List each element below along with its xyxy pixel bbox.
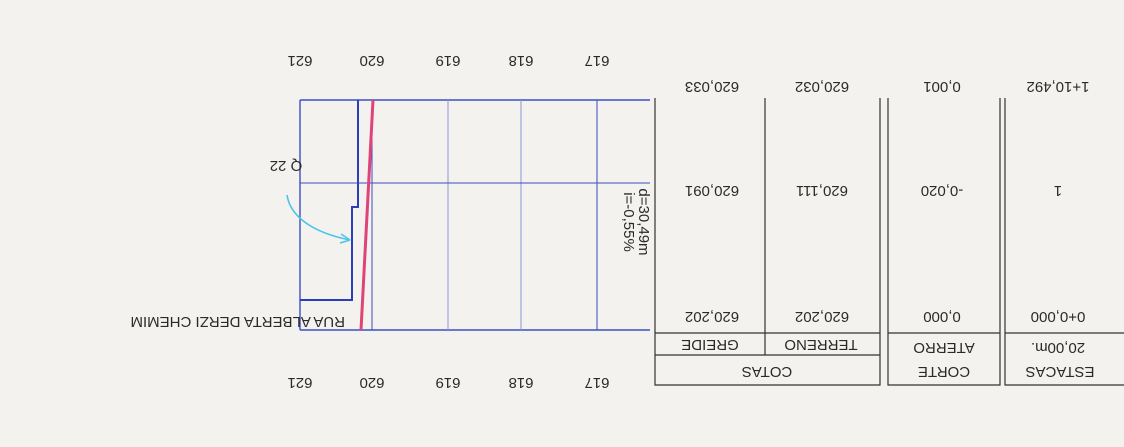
callout-arrow (286, 194, 351, 241)
table-cell: 620,033 (685, 78, 739, 95)
elevation-label: 618 (508, 52, 533, 69)
header: CORTE (918, 363, 970, 380)
table-cell: 620,111 (796, 182, 848, 199)
profile-frame (286, 99, 650, 331)
elevation-label: 617 (584, 374, 609, 391)
header: TERRENO (784, 336, 857, 353)
table-cell: 0,000 (923, 308, 961, 325)
slope-label: i=-0,55% (620, 192, 637, 252)
elevation-label: 621 (287, 52, 312, 69)
distance-label: d=30,49m (635, 188, 652, 255)
labels: 621 621 620 620 619 619 618 618 617 617 RUA ALBERT… (131, 52, 1095, 391)
table-frame (654, 98, 1124, 386)
table-cell: 620,032 (795, 78, 849, 95)
elevation-label: 617 (584, 52, 609, 69)
elevation-label: 620 (359, 52, 384, 69)
terrain-line (300, 100, 359, 301)
street-name: RUA ALBERTA DERZI CHEMIM (131, 313, 346, 330)
table-cell: 0,001 (923, 78, 961, 95)
header: COTAS (742, 363, 793, 380)
elevation-label: 618 (508, 374, 533, 391)
table-cell: 1+10,492 (1027, 78, 1090, 95)
header: ESTACAS (1026, 363, 1095, 380)
table-cell: 620,091 (685, 182, 739, 199)
elevation-label: 619 (435, 374, 460, 391)
grade-line (359, 99, 375, 331)
elevation-label: 620 (359, 374, 384, 391)
header: GREIDE (681, 336, 739, 353)
table-cell: 1 (1054, 182, 1062, 199)
header: ATERRO (913, 339, 974, 356)
point-label: Q 22 (270, 157, 303, 174)
header: 20,00m. (1031, 339, 1085, 356)
elevation-label: 619 (435, 52, 460, 69)
table-cell: 620,202 (685, 308, 739, 325)
elevation-label: 621 (287, 374, 312, 391)
table-cell: -0,020 (921, 182, 964, 199)
table-cell: 620,202 (795, 308, 849, 325)
table-cell: 0+0,000 (1031, 308, 1086, 325)
arrow-head (339, 233, 351, 244)
